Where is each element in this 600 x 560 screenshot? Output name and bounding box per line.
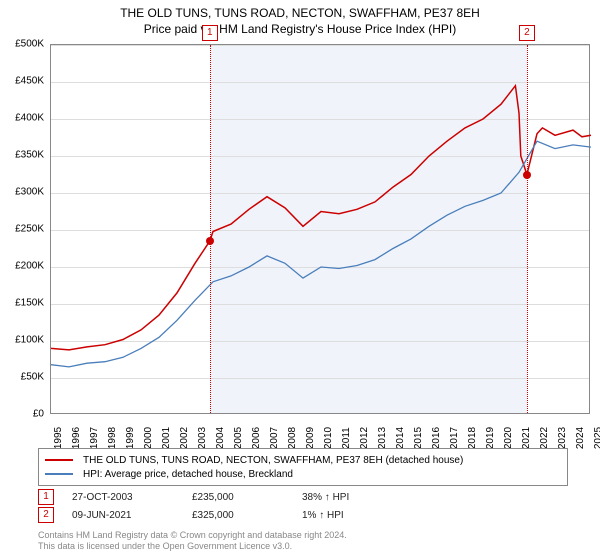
x-tick-label: 2006 [251,427,262,449]
series-hpi [51,141,591,367]
footer-line1: Contains HM Land Registry data © Crown c… [38,530,347,541]
x-tick-label: 1999 [125,427,136,449]
y-tick-label: £400K [15,113,44,124]
sales-marker-id: 1 [38,489,54,505]
marker-box-2: 2 [519,25,535,41]
x-tick-label: 2023 [557,427,568,449]
x-tick-label: 2016 [431,427,442,449]
y-tick-label: £50K [21,372,44,383]
marker-dot-2 [523,171,531,179]
y-tick-label: £350K [15,150,44,161]
title-block: THE OLD TUNS, TUNS ROAD, NECTON, SWAFFHA… [0,0,600,38]
footer: Contains HM Land Registry data © Crown c… [38,530,347,553]
x-tick-label: 2018 [467,427,478,449]
x-tick-label: 2011 [341,427,352,449]
marker-line-2 [527,45,528,413]
x-tick-label: 2017 [449,427,460,449]
x-tick-label: 1996 [71,427,82,449]
footer-line2: This data is licensed under the Open Gov… [38,541,347,552]
x-tick-label: 2008 [287,427,298,449]
marker-line-1 [210,45,211,413]
x-tick-label: 1995 [53,427,64,449]
x-tick-label: 2015 [413,427,424,449]
legend-swatch [45,473,73,475]
x-tick-label: 2001 [161,427,172,449]
sales-table: 1 27-OCT-2003£235,00038% ↑ HPI 2 09-JUN-202… [38,488,402,524]
x-tick-label: 2022 [539,427,550,449]
plot-svg [51,45,589,413]
sales-row: 2 09-JUN-2021£325,0001% ↑ HPI [38,506,402,524]
x-tick-label: 2005 [233,427,244,449]
y-tick-label: £0 [33,409,44,420]
y-tick-label: £200K [15,261,44,272]
x-tick-label: 2013 [377,427,388,449]
legend-row: HPI: Average price, detached house, Brec… [45,467,561,481]
x-tick-label: 2004 [215,427,226,449]
y-tick-label: £450K [15,76,44,87]
x-tick-label: 2010 [323,427,334,449]
x-tick-label: 2025 [593,427,600,449]
x-tick-label: 2009 [305,427,316,449]
sales-marker-id: 2 [38,507,54,523]
sales-price: £325,000 [192,510,302,521]
x-tick-label: 2012 [359,427,370,449]
x-tick-label: 1998 [107,427,118,449]
title-sub: Price paid vs. HM Land Registry's House … [0,22,600,36]
plot-area: 12 [50,44,590,414]
title-main: THE OLD TUNS, TUNS ROAD, NECTON, SWAFFHA… [0,6,600,20]
legend-label: HPI: Average price, detached house, Brec… [83,469,293,480]
y-tick-label: £300K [15,187,44,198]
legend-label: THE OLD TUNS, TUNS ROAD, NECTON, SWAFFHA… [83,455,463,466]
legend: THE OLD TUNS, TUNS ROAD, NECTON, SWAFFHA… [38,448,568,486]
x-tick-label: 2014 [395,427,406,449]
sales-row: 1 27-OCT-2003£235,00038% ↑ HPI [38,488,402,506]
sales-price: £235,000 [192,492,302,503]
x-tick-label: 2021 [521,427,532,449]
x-tick-label: 2020 [503,427,514,449]
x-axis: 1995199619971998199920002001200220032004… [50,414,590,444]
y-tick-label: £150K [15,298,44,309]
x-tick-label: 2003 [197,427,208,449]
legend-row: THE OLD TUNS, TUNS ROAD, NECTON, SWAFFHA… [45,453,561,467]
sales-date: 09-JUN-2021 [72,510,192,521]
x-tick-label: 2000 [143,427,154,449]
x-tick-label: 1997 [89,427,100,449]
x-tick-label: 2019 [485,427,496,449]
x-tick-label: 2007 [269,427,280,449]
y-tick-label: £250K [15,224,44,235]
sales-pct: 1% ↑ HPI [302,510,402,521]
y-axis: £0£50K£100K£150K£200K£250K£300K£350K£400… [0,44,48,414]
marker-dot-1 [206,237,214,245]
marker-box-1: 1 [202,25,218,41]
x-tick-label: 2002 [179,427,190,449]
y-tick-label: £100K [15,335,44,346]
chart-container: THE OLD TUNS, TUNS ROAD, NECTON, SWAFFHA… [0,0,600,560]
x-tick-label: 2024 [575,427,586,449]
y-tick-label: £500K [15,39,44,50]
sales-pct: 38% ↑ HPI [302,492,402,503]
sales-date: 27-OCT-2003 [72,492,192,503]
legend-swatch [45,459,73,461]
series-property [51,86,591,350]
